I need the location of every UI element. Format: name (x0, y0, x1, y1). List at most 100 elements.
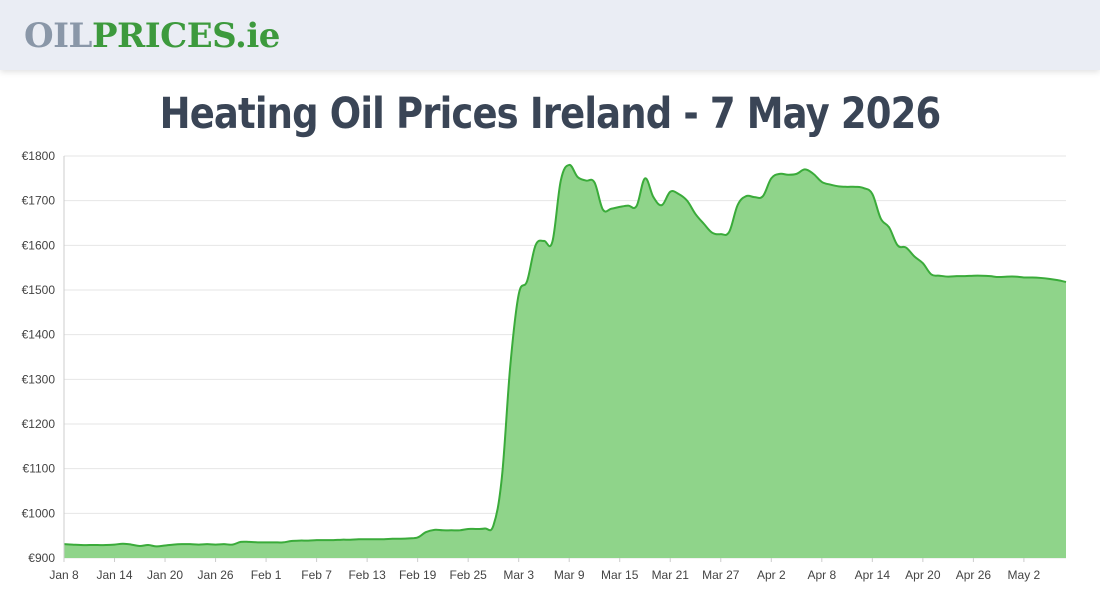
data-point[interactable] (710, 231, 714, 235)
data-point[interactable] (516, 292, 520, 296)
data-point[interactable] (685, 198, 689, 202)
data-point[interactable] (407, 536, 411, 540)
data-point[interactable] (820, 180, 824, 184)
data-point[interactable] (382, 537, 386, 541)
data-point[interactable] (870, 192, 874, 196)
data-point[interactable] (702, 222, 706, 226)
data-point[interactable] (963, 274, 967, 278)
data-point[interactable] (592, 180, 596, 184)
data-point[interactable] (205, 542, 209, 546)
site-logo[interactable]: OILPRICES.ie (24, 14, 280, 58)
data-point[interactable] (87, 543, 91, 547)
data-point[interactable] (887, 225, 891, 229)
data-point[interactable] (348, 537, 352, 541)
data-point[interactable] (188, 542, 192, 546)
data-point[interactable] (314, 538, 318, 542)
data-point[interactable] (449, 528, 453, 532)
data-point[interactable] (230, 542, 234, 546)
data-point[interactable] (213, 542, 217, 546)
data-point[interactable] (1064, 280, 1068, 284)
data-point[interactable] (559, 178, 563, 182)
data-point[interactable] (769, 176, 773, 180)
data-point[interactable] (340, 537, 344, 541)
data-point[interactable] (441, 528, 445, 532)
data-point[interactable] (483, 526, 487, 530)
data-point[interactable] (668, 190, 672, 194)
data-point[interactable] (247, 540, 251, 544)
data-point[interactable] (946, 274, 950, 278)
data-point[interactable] (744, 194, 748, 198)
data-point[interactable] (651, 195, 655, 199)
data-point[interactable] (803, 167, 807, 171)
data-point[interactable] (996, 275, 1000, 279)
data-point[interactable] (727, 230, 731, 234)
data-point[interactable] (373, 537, 377, 541)
data-point[interactable] (146, 543, 150, 547)
data-point[interactable] (163, 543, 167, 547)
data-point[interactable] (255, 540, 259, 544)
data-point[interactable] (466, 527, 470, 531)
data-point[interactable] (424, 530, 428, 534)
data-point[interactable] (584, 178, 588, 182)
data-point[interactable] (879, 216, 883, 220)
data-point[interactable] (904, 245, 908, 249)
data-point[interactable] (1039, 276, 1043, 280)
data-point[interactable] (281, 540, 285, 544)
data-point[interactable] (921, 261, 925, 265)
data-point[interactable] (112, 542, 116, 546)
data-point[interactable] (458, 528, 462, 532)
data-point[interactable] (1047, 277, 1051, 281)
data-point[interactable] (811, 172, 815, 176)
data-point[interactable] (676, 192, 680, 196)
data-point[interactable] (895, 243, 899, 247)
data-point[interactable] (197, 542, 201, 546)
data-point[interactable] (264, 540, 268, 544)
data-point[interactable] (735, 203, 739, 207)
data-point[interactable] (971, 274, 975, 278)
data-point[interactable] (1055, 278, 1059, 282)
data-point[interactable] (525, 279, 529, 283)
data-point[interactable] (331, 538, 335, 542)
data-point[interactable] (365, 537, 369, 541)
data-point[interactable] (761, 194, 765, 198)
data-point[interactable] (794, 172, 798, 176)
data-point[interactable] (289, 539, 293, 543)
data-point[interactable] (306, 538, 310, 542)
data-point[interactable] (862, 186, 866, 190)
data-point[interactable] (70, 542, 74, 546)
data-point[interactable] (912, 254, 916, 258)
data-point[interactable] (778, 172, 782, 176)
data-point[interactable] (95, 543, 99, 547)
data-point[interactable] (938, 274, 942, 278)
data-point[interactable] (415, 535, 419, 539)
data-point[interactable] (693, 212, 697, 216)
data-point[interactable] (786, 173, 790, 177)
data-point[interactable] (550, 240, 554, 244)
data-point[interactable] (171, 542, 175, 546)
data-point[interactable] (575, 175, 579, 179)
data-point[interactable] (399, 537, 403, 541)
data-point[interactable] (129, 542, 133, 546)
data-point[interactable] (474, 527, 478, 531)
data-point[interactable] (836, 184, 840, 188)
data-point[interactable] (104, 543, 108, 547)
data-point[interactable] (272, 540, 276, 544)
data-point[interactable] (222, 542, 226, 546)
data-point[interactable] (533, 243, 537, 247)
data-point[interactable] (660, 203, 664, 207)
data-point[interactable] (508, 364, 512, 368)
data-point[interactable] (618, 205, 622, 209)
data-point[interactable] (828, 182, 832, 186)
data-point[interactable] (567, 163, 571, 167)
data-point[interactable] (980, 274, 984, 278)
data-point[interactable] (1030, 275, 1034, 279)
data-point[interactable] (79, 543, 83, 547)
data-point[interactable] (988, 274, 992, 278)
data-point[interactable] (154, 544, 158, 548)
data-point[interactable] (853, 185, 857, 189)
data-point[interactable] (1022, 275, 1026, 279)
data-point[interactable] (298, 538, 302, 542)
data-point[interactable] (138, 544, 142, 548)
data-point[interactable] (323, 538, 327, 542)
data-point[interactable] (542, 239, 546, 243)
